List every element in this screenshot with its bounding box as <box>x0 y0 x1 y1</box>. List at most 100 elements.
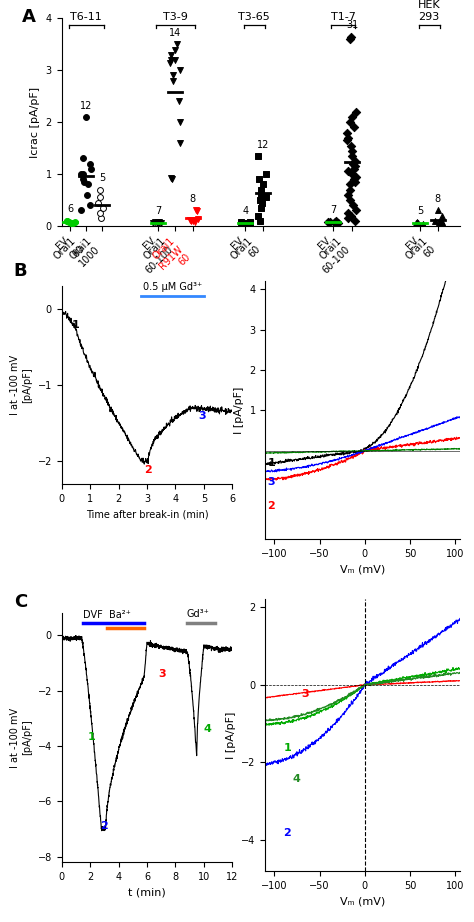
Point <box>167 53 175 67</box>
Point <box>99 200 107 215</box>
X-axis label: Vₘ (mV): Vₘ (mV) <box>340 564 385 574</box>
Text: 3: 3 <box>267 477 275 487</box>
Text: 4: 4 <box>204 724 212 734</box>
X-axis label: Time after break-in (min): Time after break-in (min) <box>86 509 208 519</box>
Point <box>326 215 334 230</box>
Point <box>68 216 75 230</box>
Point <box>438 214 446 229</box>
Point <box>186 212 193 227</box>
Text: 2: 2 <box>100 821 108 831</box>
Text: 2: 2 <box>283 828 291 838</box>
Point <box>154 216 161 230</box>
Point <box>168 171 176 186</box>
Point <box>349 156 356 171</box>
Point <box>351 161 358 176</box>
Point <box>63 214 71 229</box>
Point <box>86 198 94 213</box>
Point <box>97 183 104 197</box>
Text: HEK
293: HEK 293 <box>418 0 440 21</box>
Point <box>344 130 352 145</box>
Point <box>353 104 360 119</box>
Point <box>256 213 264 228</box>
Y-axis label: I [pA/pF]: I [pA/pF] <box>226 712 236 759</box>
Point <box>191 214 199 229</box>
Point <box>167 171 174 185</box>
Point <box>192 203 200 218</box>
Point <box>438 216 445 230</box>
Text: 2: 2 <box>144 465 152 475</box>
Point <box>83 187 91 202</box>
Text: 0.5 μM Gd³⁺: 0.5 μM Gd³⁺ <box>143 282 202 292</box>
Text: DVF: DVF <box>83 610 103 620</box>
Point <box>351 154 359 169</box>
Point <box>352 203 360 218</box>
Point <box>350 171 357 186</box>
Point <box>167 55 174 70</box>
Point <box>176 136 184 150</box>
Point <box>332 214 340 229</box>
Point <box>94 195 102 210</box>
Point <box>151 215 158 230</box>
Point <box>257 200 265 215</box>
Point <box>96 206 103 220</box>
Text: 4: 4 <box>242 206 248 216</box>
Point <box>263 190 270 205</box>
Point <box>346 183 354 197</box>
Text: 3: 3 <box>198 411 206 421</box>
Point <box>171 42 179 57</box>
Point <box>155 216 163 230</box>
Text: 5: 5 <box>99 173 105 183</box>
Point <box>243 216 250 230</box>
Text: Ba²⁺: Ba²⁺ <box>109 610 130 620</box>
Text: T3-9: T3-9 <box>163 12 188 21</box>
X-axis label: t (min): t (min) <box>128 887 166 897</box>
Point <box>176 115 184 130</box>
Point <box>436 215 443 230</box>
Text: T6-11: T6-11 <box>70 12 102 21</box>
Point <box>169 68 177 83</box>
Point <box>87 161 95 176</box>
Point <box>170 74 177 89</box>
Point <box>79 167 87 182</box>
Text: 8: 8 <box>190 195 196 204</box>
Point <box>348 143 356 158</box>
Y-axis label: I at -100 mV
[pA/pF]: I at -100 mV [pA/pF] <box>10 707 32 768</box>
X-axis label: Vₘ (mV): Vₘ (mV) <box>340 896 385 906</box>
Point <box>65 214 73 229</box>
Point <box>348 110 356 124</box>
Point <box>351 159 359 173</box>
Point <box>438 214 445 229</box>
Text: 3: 3 <box>301 690 309 699</box>
Point <box>168 47 175 62</box>
Point <box>79 171 87 186</box>
Text: 1: 1 <box>87 732 95 742</box>
Point <box>414 217 421 231</box>
Point <box>194 212 201 227</box>
Point <box>344 125 351 140</box>
Point <box>154 214 162 229</box>
Text: C: C <box>14 593 27 611</box>
Point <box>262 167 270 182</box>
Text: 1: 1 <box>283 743 291 753</box>
Text: A: A <box>22 8 36 26</box>
Point <box>348 167 356 182</box>
Point <box>347 208 355 223</box>
Point <box>190 213 197 228</box>
Point <box>419 217 427 231</box>
Y-axis label: I [pA/pF]: I [pA/pF] <box>234 386 244 434</box>
Point <box>438 208 446 223</box>
Text: 12: 12 <box>80 100 92 111</box>
Point <box>69 216 77 230</box>
Y-axis label: Icrac [pA/pF]: Icrac [pA/pF] <box>30 87 40 158</box>
Point <box>246 215 254 230</box>
Point <box>347 138 355 153</box>
Text: 2: 2 <box>267 502 275 511</box>
Point <box>344 206 352 220</box>
Point <box>79 151 87 166</box>
Point <box>189 213 197 228</box>
Text: 4: 4 <box>292 774 301 784</box>
Point <box>331 216 339 230</box>
Point <box>172 53 179 67</box>
Point <box>346 32 353 47</box>
Point <box>71 215 79 230</box>
